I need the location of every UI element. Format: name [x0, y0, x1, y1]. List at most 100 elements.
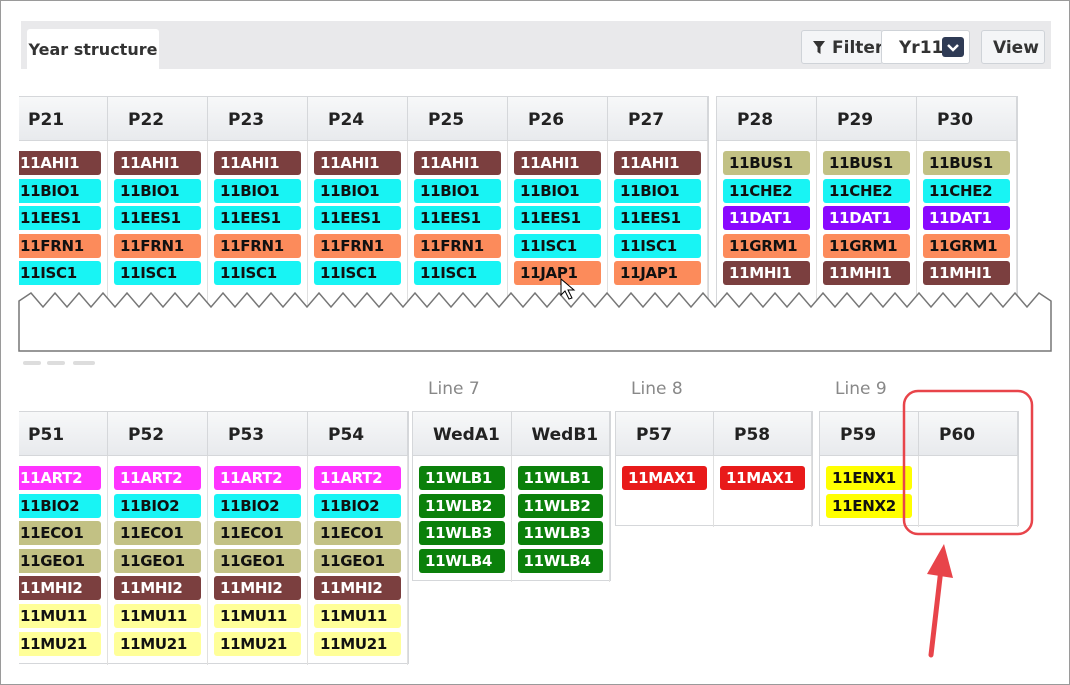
- period-header: P29: [817, 97, 917, 141]
- class-chip: 11EES1: [314, 206, 401, 231]
- period-header: P24: [308, 97, 408, 141]
- class-chip: 11ISC1: [214, 261, 301, 286]
- period-header: P28: [717, 97, 817, 141]
- period-column: [408, 97, 508, 317]
- class-chip: 11BIO1: [214, 178, 301, 203]
- class-chip: 11WLB4: [517, 548, 603, 573]
- class-chip: 11BIO1: [314, 178, 401, 203]
- period-column: [208, 97, 308, 317]
- period-header: P25: [408, 97, 508, 141]
- period-column: [817, 97, 917, 317]
- period-column: [308, 97, 408, 317]
- class-chip: 11FRN1: [114, 233, 201, 258]
- class-chip: 11GEO1: [19, 548, 101, 573]
- class-chip: 11ECO1: [114, 521, 201, 546]
- class-chip: 11MHI2: [314, 576, 401, 601]
- period-group: P21 11AHI1 11BIO1 11EES1 11FRN1 11ISC1 P22 11AH…: [19, 96, 709, 317]
- class-chip: 11JAP1: [514, 261, 601, 286]
- period-header: WedA1: [413, 412, 512, 456]
- class-chip: 11GEO1: [314, 548, 401, 573]
- period-header: P59: [820, 412, 919, 456]
- year-grid: P21 11AHI1 11BIO1 11EES1 11FRN1 11ISC1 P22 11AH…: [19, 1, 1069, 684]
- class-chip: 11MU11: [19, 604, 101, 628]
- class-chip: 11MHI1: [723, 261, 810, 286]
- class-chip: 11WLB2: [517, 493, 603, 518]
- class-chip: 11GRM1: [723, 233, 810, 258]
- class-chip: 11ART2: [314, 466, 401, 490]
- class-chip: 11MU21: [114, 631, 201, 656]
- period-header: WedB1: [511, 412, 610, 456]
- period-group: P51 11ART2 11BIO2 11ECO1 11GEO1 11MHI2 11MU11 1…: [19, 411, 409, 666]
- class-chip: 11BUS1: [723, 151, 810, 175]
- class-chip: 11ECO1: [19, 521, 101, 546]
- period-column: [108, 412, 208, 666]
- period-column: [308, 412, 408, 666]
- period-column: [717, 97, 817, 317]
- class-chip: 11DAT1: [923, 206, 1010, 231]
- class-chip: 11AHI1: [514, 151, 601, 175]
- period-header: P27: [608, 97, 708, 141]
- line-label: Line 9: [835, 379, 887, 399]
- period-column: [714, 412, 812, 527]
- class-chip: 11MHI2: [114, 576, 201, 601]
- class-chip: 11ENX1: [826, 466, 912, 490]
- period-column: [608, 97, 708, 317]
- class-chip: 11WLB2: [419, 493, 505, 518]
- class-chip: 11MU21: [19, 631, 101, 656]
- class-chip: 11ISC1: [19, 261, 101, 286]
- class-chip: 11BIO2: [19, 493, 101, 518]
- class-chip: 11BIO1: [414, 178, 501, 203]
- period-group: P57 11MAX1 P58 11MAX1: [615, 411, 813, 527]
- period-header: P22: [108, 97, 208, 141]
- class-chip: 11AHI1: [314, 151, 401, 175]
- class-chip: 11ISC1: [114, 261, 201, 286]
- period-column: [512, 412, 610, 583]
- class-chip: 11GEO1: [114, 548, 201, 573]
- class-chip: 11GRM1: [923, 233, 1010, 258]
- class-chip: 11WLB1: [517, 466, 603, 490]
- class-chip: 11BIO1: [19, 178, 101, 203]
- class-chip: 11WLB1: [419, 466, 505, 490]
- class-chip: 11CHE2: [723, 178, 810, 203]
- period-header: P51: [19, 412, 108, 456]
- class-chip: 11ISC1: [314, 261, 401, 286]
- class-chip: 11AHI1: [614, 151, 701, 175]
- year-select[interactable]: Yr11: [881, 30, 970, 64]
- dropdown-icon: [942, 37, 964, 57]
- class-chip: 11MHI2: [214, 576, 301, 601]
- class-chip: 11ECO1: [314, 521, 401, 546]
- period-column: [19, 412, 108, 666]
- class-chip: 11FRN1: [214, 233, 301, 258]
- period-header: P60: [919, 412, 1018, 456]
- class-chip: 11EES1: [414, 206, 501, 231]
- period-header: P26: [508, 97, 608, 141]
- class-chip: 11MHI1: [923, 261, 1010, 286]
- class-chip: 11BIO1: [614, 178, 701, 203]
- period-column: [413, 412, 512, 583]
- class-chip: 11AHI1: [114, 151, 201, 175]
- class-chip: 11ISC1: [614, 233, 701, 258]
- class-chip: 11ENX2: [826, 493, 912, 518]
- view-button[interactable]: View: [981, 30, 1045, 64]
- class-chip: 11MHI1: [823, 261, 910, 286]
- period-column: [208, 412, 308, 666]
- class-chip: 11DAT1: [823, 206, 910, 231]
- class-chip: 11EES1: [514, 206, 601, 231]
- filter-icon: [813, 41, 825, 54]
- class-chip: 11WLB3: [419, 521, 505, 546]
- period-header: P54: [308, 412, 408, 456]
- period-header: P30: [917, 97, 1017, 141]
- line-label: Line 8: [631, 379, 683, 399]
- class-chip: 11WLB3: [517, 521, 603, 546]
- class-chip: 11ART2: [214, 466, 301, 490]
- class-chip: 11MU11: [114, 604, 201, 628]
- class-chip: 11ISC1: [514, 233, 601, 258]
- class-chip: 11MHI2: [19, 576, 101, 601]
- class-chip: 11CHE2: [923, 178, 1010, 203]
- period-group: WedA1 11WLB1 11WLB2 11WLB3 11WLB4 WedB1 11WLB1…: [412, 411, 611, 583]
- period-header: P52: [108, 412, 208, 456]
- tab[interactable]: Year structure: [27, 29, 159, 69]
- class-chip: 11BUS1: [923, 151, 1010, 175]
- class-chip: 11EES1: [614, 206, 701, 231]
